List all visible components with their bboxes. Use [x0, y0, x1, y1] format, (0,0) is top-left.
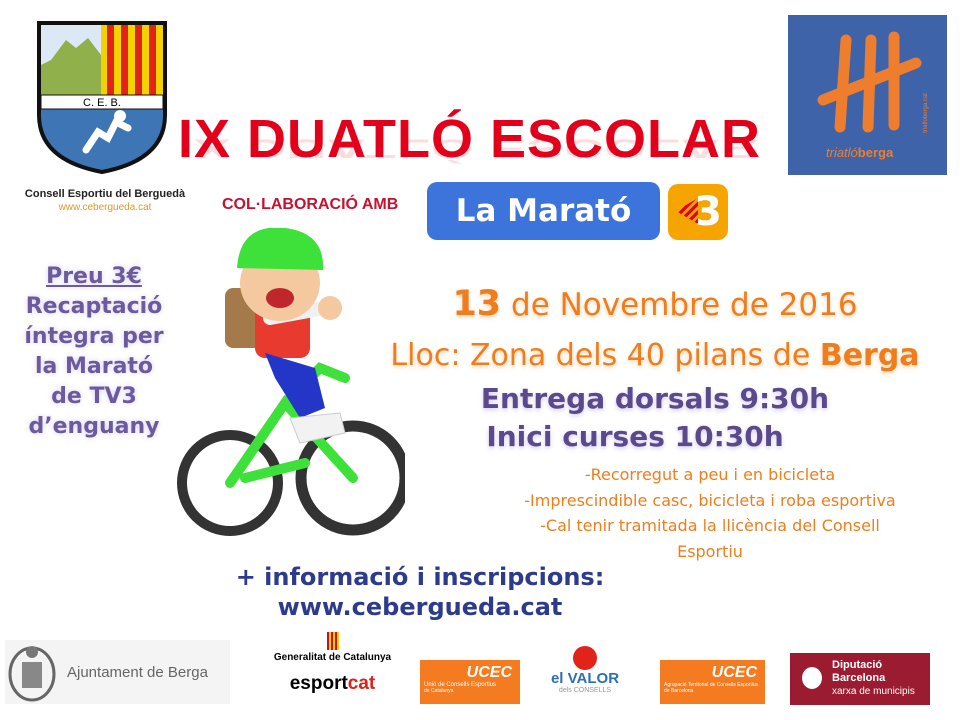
event-title: IX DUATLÓ ESCOLAR: [178, 109, 761, 169]
generalitat-logo: Generalitat de Catalunya esportcat: [270, 632, 395, 695]
place-town: Berga: [819, 338, 920, 373]
el-valor-wordmark: el VALOR: [545, 670, 625, 687]
triatlo-wordmark: triatlóberga: [826, 145, 893, 160]
event-date: 13 de Novembre de 2016: [420, 284, 890, 324]
info-label: + informació i inscripcions:: [235, 563, 605, 591]
price: Preu 3€: [46, 264, 142, 289]
note-item: -Cal tenir tramitada la llicència del Co…: [540, 516, 880, 535]
el-valor-figure-icon: [573, 646, 597, 670]
ucec-sub: Agrupació Territorial de Consells Esport…: [664, 682, 759, 688]
el-valor-sub: dels CONSELLS: [558, 687, 612, 694]
boy-on-bike-illustration: [177, 228, 405, 536]
diputacio-emblem-icon: [802, 667, 822, 689]
note-item: -Recorregut a peu i en bicicleta: [584, 465, 836, 484]
event-month-year: de Novembre de 2016: [501, 287, 858, 323]
el-valor-logo: el VALOR dels CONSELLS: [545, 646, 625, 694]
tv3-number: 3: [694, 189, 722, 235]
ucec-barcelona-logo: UCEC Agrupació Territorial de Consells E…: [660, 660, 765, 704]
note-item: -Imprescindible casc, bicicleta i roba e…: [524, 490, 896, 510]
ucec-sub2: de Catalunya: [424, 688, 454, 694]
ceb-initials: C. E. B.: [83, 97, 121, 109]
event-title-reflection: IX DUATLÓ ESCOLAR: [178, 133, 761, 164]
event-place: Lloc: Zona dels 40 pilans de Berga: [370, 338, 940, 373]
place-prefix: Lloc: Zona dels 40 pilans de: [390, 338, 820, 373]
esportcat-a: esport: [289, 673, 348, 694]
ajuntament-name: Ajuntament de Berga: [67, 663, 208, 681]
diputacio-l2: Barcelona: [832, 672, 886, 684]
price-line: Recaptació: [25, 294, 163, 319]
diputacio-l3: xarxa de municipis: [832, 686, 915, 697]
ucec-sub: Unió de Consells Esportius: [424, 682, 497, 688]
price-line: de TV3: [51, 384, 137, 409]
ceb-shield-icon: [37, 21, 167, 175]
triatlo-text: triatló: [826, 145, 858, 160]
berga-coat-of-arms-icon: [8, 646, 56, 702]
price-line: d’enguany: [28, 414, 160, 439]
ucec-catalunya-logo: UCEC Unió de Consells Esportius de Catal…: [420, 660, 520, 704]
info-block: + informació i inscripcions: www.cebergu…: [180, 562, 660, 622]
ucec-name: UCEC: [466, 664, 512, 681]
event-day: 13: [452, 284, 502, 324]
la-marato-logo: La Marató: [427, 182, 660, 240]
ceb-url[interactable]: www.cebergueda.cat: [58, 202, 152, 213]
event-notes: -Recorregut a peu i en bicicleta -Impres…: [480, 462, 940, 564]
price-line: la Marató: [34, 354, 154, 379]
berga-text: berga: [857, 145, 894, 160]
info-url[interactable]: www.cebergueda.cat: [277, 593, 563, 621]
ceb-name: Consell Esportiu del Berguedà: [24, 188, 186, 200]
diputacio-l1: Diputació: [832, 659, 883, 671]
collaboration-label: COL·LABORACIÓ AMB: [222, 196, 399, 213]
triatlo-hh-icon: [817, 31, 922, 133]
ajuntament-berga-logo: Ajuntament de Berga: [5, 640, 230, 704]
esportcat-logo: esportcat: [270, 673, 395, 695]
triatlo-berga-logo: triatlóberga triatloberga.cat: [788, 15, 947, 175]
generalitat-flag-icon: [326, 632, 339, 650]
price-line: íntegra per: [24, 324, 164, 349]
ucec-sub2: de Barcelona: [664, 688, 694, 694]
tv3-logo: 3: [668, 184, 728, 240]
diputacio-barcelona-logo: Diputació Barcelona xarxa de municipis: [790, 653, 930, 705]
bib-pickup-time: Entrega dorsals 9:30h: [480, 382, 830, 415]
ceb-logo: C. E. B.: [36, 20, 168, 175]
generalitat-name: Generalitat de Catalunya: [273, 652, 392, 663]
catalan-flag-icon: [676, 198, 698, 224]
el-valor-b: VALOR: [567, 670, 620, 687]
race-start-time: Inici curses 10:30h: [486, 420, 784, 453]
ucec-name: UCEC: [711, 664, 757, 681]
esportcat-b: cat: [347, 673, 376, 694]
triatlo-side-url: triatloberga.cat: [922, 93, 929, 133]
el-valor-a: el: [550, 670, 568, 687]
note-item: Esportiu: [677, 541, 743, 561]
price-block: Preu 3€ Recaptació íntegra per la Marató…: [10, 262, 178, 442]
